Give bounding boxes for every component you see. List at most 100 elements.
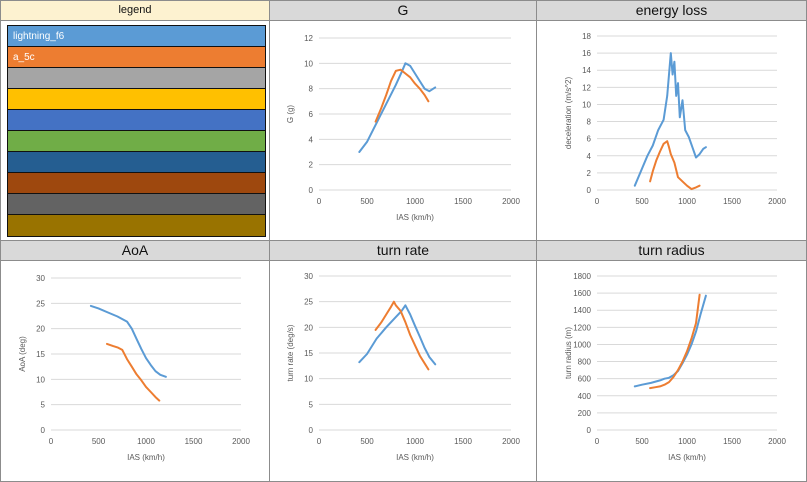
x-tick-label: 1000 [678,437,696,446]
x-tick-label: 500 [92,437,106,446]
x-tick-label: 2000 [502,437,520,446]
y-tick-label: 0 [587,426,592,435]
y-axis-label: AoA (deg) [18,336,27,372]
energy-loss-chart: 0 2 4 6 8 10 12 14 16 18 0 500 1000 1500 2000 decelerat… [564,32,786,206]
y-tick-label: 10 [36,375,45,384]
y-tick-label: 6 [587,135,592,144]
y-axis-label: deceleration (m/s^2) [564,77,573,150]
chart-title-energy-loss: energy loss [537,1,806,21]
x-tick-label: 1000 [678,197,696,206]
y-tick-label: 4 [587,152,592,161]
series-line-a-5c [374,300,430,371]
x-tick-label: 1000 [406,197,424,206]
y-tick-label: 20 [36,325,45,334]
y-tick-label: 400 [578,392,592,401]
x-tick-label: 1500 [185,437,203,446]
legend-swatch [8,152,265,173]
legend-swatch [8,173,265,194]
y-tick-label: 0 [587,186,592,195]
y-tick-label: 10 [582,100,591,109]
chart-panel-turn-radius: turn radius 0 200 400 600 800 1000 1200 1400 160… [536,240,807,482]
chart-panel-g: G 0 2 4 6 8 10 12 0 500 1000 1500 2000 IAS (km/h) G (… [269,0,537,241]
x-axis-label: IAS (km/h) [668,453,706,462]
y-tick-label: 2 [587,169,592,178]
x-tick-label: 500 [635,437,649,446]
y-tick-label: 2 [309,161,314,170]
y-tick-label: 25 [36,299,45,308]
legend-title: legend [1,1,269,21]
legend-panel: legend lightning_f6 a_5c [0,0,270,241]
y-tick-label: 0 [309,186,314,195]
x-tick-label: 500 [360,437,374,446]
y-tick-label: 4 [309,135,314,144]
y-tick-label: 200 [578,409,592,418]
series-line-a-5c [106,342,161,402]
y-tick-label: 5 [41,401,46,410]
x-tick-label: 1500 [454,197,472,206]
x-tick-label: 2000 [502,197,520,206]
x-tick-label: 0 [317,437,322,446]
legend-swatch [8,194,265,215]
g-chart: 0 2 4 6 8 10 12 0 500 1000 1500 2000 IAS (km/h) G (g) [286,34,520,222]
legend-swatch [8,89,265,110]
y-tick-label: 1800 [573,272,591,281]
x-tick-label: 1000 [406,437,424,446]
chart-panel-turn-rate: turn rate 0 5 10 15 20 25 30 0 500 1000 1500 2000 IA… [269,240,537,482]
y-tick-label: 1400 [573,306,591,315]
y-tick-label: 12 [582,83,591,92]
y-tick-label: 8 [309,85,314,94]
chart-title-aoa: AoA [1,241,269,261]
turn-radius-chart: 0 200 400 600 800 1000 1200 1400 1600 1800 0 500 100… [564,272,786,462]
y-tick-label: 1600 [573,289,591,298]
x-tick-label: 500 [360,197,374,206]
x-axis-label: IAS (km/h) [127,453,165,462]
y-axis-label: turn radius (m) [564,327,573,379]
chart-title-turn-rate: turn rate [270,241,536,261]
y-tick-label: 30 [304,272,313,281]
chart-panel-energy-loss: energy loss 0 2 4 6 8 10 12 14 16 18 0 500 1000 1500 2… [536,0,807,241]
legend-swatch-list: lightning_f6 a_5c [7,25,266,237]
x-tick-label: 0 [49,437,54,446]
y-tick-label: 12 [304,34,313,43]
series-line-lightning-f6 [358,304,437,366]
y-tick-label: 18 [582,32,591,41]
series-line-lightning-f6 [358,62,437,153]
legend-swatch [8,110,265,131]
series-line-a-5c [649,140,701,191]
chart-title-turn-radius: turn radius [537,241,806,261]
legend-swatch [8,215,265,236]
x-tick-label: 0 [595,197,600,206]
y-tick-label: 15 [36,350,45,359]
y-tick-label: 5 [309,400,314,409]
chart-panel-aoa: AoA 0 5 10 15 20 25 30 0 500 1000 1500 2000 IAS (km/… [0,240,270,482]
x-tick-label: 1500 [723,437,741,446]
x-tick-label: 1500 [723,197,741,206]
x-tick-label: 1000 [137,437,155,446]
y-tick-label: 10 [304,375,313,384]
y-tick-label: 800 [578,358,592,367]
y-tick-label: 0 [309,426,314,435]
y-tick-label: 15 [304,349,313,358]
x-tick-label: 1500 [454,437,472,446]
y-tick-label: 10 [304,59,313,68]
series-line-a-5c [649,293,701,390]
legend-swatch: a_5c [8,47,265,68]
x-axis-label: IAS (km/h) [396,213,434,222]
x-tick-label: 0 [317,197,322,206]
y-tick-label: 600 [578,375,592,384]
y-tick-label: 1200 [573,323,591,332]
legend-swatch: lightning_f6 [8,26,265,47]
y-tick-label: 25 [304,298,313,307]
x-tick-label: 500 [635,197,649,206]
aoa-chart: 0 5 10 15 20 25 30 0 500 1000 1500 2000 IAS (km/h) Ao… [18,274,250,462]
legend-swatch [8,131,265,152]
series-line-lightning-f6 [633,52,707,187]
y-axis-label: turn rate (deg/s) [286,324,295,381]
y-tick-label: 0 [41,426,46,435]
legend-swatch [8,68,265,89]
x-axis-label: IAS (km/h) [396,453,434,462]
series-line-a-5c [374,68,430,123]
turn-rate-chart: 0 5 10 15 20 25 30 0 500 1000 1500 2000 IAS (km/h) tu… [286,272,520,462]
y-tick-label: 20 [304,323,313,332]
